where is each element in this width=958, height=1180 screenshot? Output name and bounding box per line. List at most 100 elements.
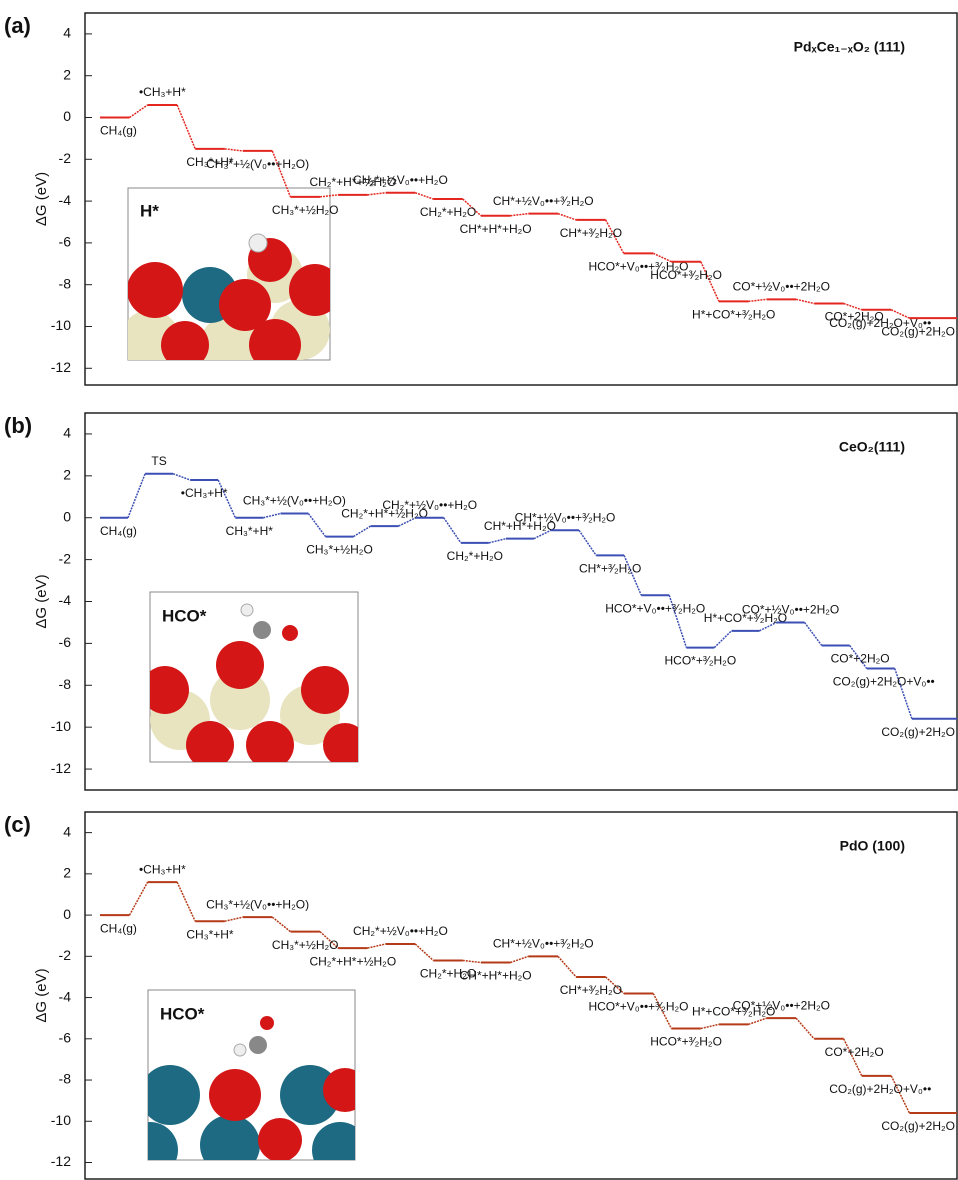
level-label: CO₂(g)+2H₂O+V₀•• <box>829 1082 931 1096</box>
y-tick-label: 4 <box>63 425 71 441</box>
level-label: CH*+H*+H₂O <box>460 222 532 236</box>
panel-title: CeO₂(111) <box>839 439 905 455</box>
connector <box>462 198 482 217</box>
connector <box>217 479 236 519</box>
connector <box>713 630 732 649</box>
panel-title: PdO (100) <box>840 838 905 854</box>
panel-label: (b) <box>4 413 32 438</box>
level-label: CH₄(g) <box>100 921 137 935</box>
y-tick-label: 0 <box>63 508 71 524</box>
connector <box>510 212 529 217</box>
connector <box>271 916 291 933</box>
connector <box>623 555 642 596</box>
level-label: CO₂(g)+2H₂O <box>881 725 955 739</box>
connector <box>176 881 196 922</box>
y-axis-label: ΔG (eV) <box>33 968 50 1022</box>
y-tick-label: -8 <box>59 1071 72 1087</box>
level-label: CH₂*+H*+½H₂O <box>309 954 396 968</box>
connector <box>367 943 386 949</box>
connector <box>557 955 577 978</box>
y-tick-label: -6 <box>59 634 72 650</box>
y-tick-label: -2 <box>59 947 72 963</box>
level-label: CO*+2H₂O <box>825 310 884 324</box>
level-label: CH₃*+½H₂O <box>306 543 373 557</box>
connector <box>224 148 243 152</box>
level-label: CO*+½V₀••+2H₂O <box>733 279 830 293</box>
connector <box>578 529 597 556</box>
connector <box>700 261 720 302</box>
y-tick-label: -12 <box>51 760 71 776</box>
connector <box>367 191 386 196</box>
level-label: CH*+³⁄₂H₂O <box>560 983 622 997</box>
connector <box>803 621 823 646</box>
level-label: CH₂*+H₂O <box>420 205 476 219</box>
level-label: CO₂(g)+2H₂O <box>881 1119 955 1133</box>
level-label: CH*+H*+H₂O <box>484 519 556 533</box>
connector <box>700 1023 720 1030</box>
level-label: CO*+½V₀••+2H₂O <box>733 998 830 1012</box>
connector <box>319 931 339 949</box>
connector <box>414 192 434 200</box>
panel-label: (c) <box>4 812 31 837</box>
connector <box>129 104 149 119</box>
level-label: CH₃*+½(V₀••+H₂O) <box>206 157 309 171</box>
level-label: CH₄(g) <box>100 524 137 538</box>
connector <box>748 298 767 303</box>
level-label: H*+CO*+³⁄₂H₂O <box>692 308 775 322</box>
plot-frame <box>84 811 958 1180</box>
level-label: CH*+³⁄₂H₂O <box>579 562 641 576</box>
level-label: CO*+2H₂O <box>825 1045 884 1059</box>
y-tick-label: -12 <box>51 359 71 375</box>
connector <box>605 976 625 994</box>
connector <box>759 621 777 632</box>
y-tick-label: -6 <box>59 1030 72 1046</box>
level-label: TS <box>151 454 166 468</box>
level-label: HCO*+V₀••+³⁄₂H₂O <box>588 1000 688 1014</box>
connector <box>843 302 863 311</box>
level-label: CH₃*+H* <box>186 927 234 941</box>
y-tick-label: 4 <box>63 823 71 839</box>
panel-label: (a) <box>4 13 31 38</box>
level-label: •CH₃+H* <box>139 862 186 876</box>
connector <box>128 881 149 916</box>
level-label: •CH₃+H* <box>139 85 186 99</box>
inset-label: H* <box>140 201 159 220</box>
level-label: CO*+2H₂O <box>831 652 890 666</box>
connector <box>224 916 243 923</box>
inset-label: HCO* <box>160 1004 205 1023</box>
level-label: H*+CO*+³⁄₂H₂O <box>704 611 787 625</box>
connector <box>890 309 910 319</box>
y-tick-label: -2 <box>59 550 72 566</box>
connector <box>263 512 281 519</box>
level-label: CH*+½V₀••+³⁄₂H₂O <box>515 510 616 524</box>
connector <box>843 1038 863 1077</box>
y-tick-label: -8 <box>59 676 72 692</box>
level-label: CH₃*+½(V₀••+H₂O) <box>243 494 346 508</box>
level-label: CO₂(g)+2H₂O <box>881 324 955 338</box>
connector <box>353 525 372 538</box>
y-tick-label: -10 <box>51 1112 71 1128</box>
level-label: H*+CO*+³⁄₂H₂O <box>692 1005 775 1019</box>
connector <box>172 473 191 481</box>
inset-b: HCO* <box>149 591 359 763</box>
connector <box>307 513 327 538</box>
level-label: CH₂*+H*+½H₂O <box>309 175 396 189</box>
level-label: CH₂*+H₂O <box>420 967 476 981</box>
y-tick-label: -4 <box>59 192 72 208</box>
connector <box>414 943 434 962</box>
y-tick-label: -2 <box>59 150 72 166</box>
y-tick-label: 2 <box>63 865 71 881</box>
level-label: CH₂*+H*+½H₂O <box>341 506 428 520</box>
level-label: CO₂(g)+2H₂O+V₀•• <box>829 316 931 330</box>
connector <box>462 959 481 964</box>
y-tick-label: -10 <box>51 317 71 333</box>
level-label: •CH₃+H* <box>181 486 228 500</box>
level-label: HCO*+V₀••+³⁄₂H₂O <box>588 260 688 274</box>
y-tick-label: -8 <box>59 275 72 291</box>
level-label: CO₂(g)+2H₂O+V₀•• <box>833 675 935 689</box>
connector <box>176 104 196 150</box>
connector <box>890 1075 911 1114</box>
inset-c: HCO* <box>147 989 356 1161</box>
y-tick-label: 0 <box>63 906 71 922</box>
